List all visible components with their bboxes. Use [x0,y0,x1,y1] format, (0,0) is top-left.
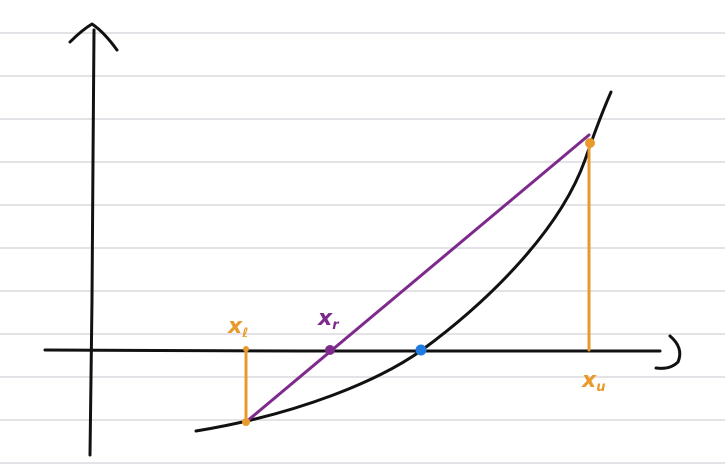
upper-curve-point [585,138,595,148]
y-axis-arrow-icon [68,22,119,52]
lower-curve-point [242,418,250,426]
y-axis-line [88,28,96,457]
function-curve [194,90,613,433]
label-x-root: xr [317,306,340,333]
ruled-paper-lines [0,32,725,464]
x-axis-line [43,348,662,353]
true-root-point [415,344,427,356]
x-axis [43,334,682,370]
y-axis [68,22,119,457]
x-axis-arrow-icon [654,334,682,370]
false-position-point [325,345,335,355]
label-x-upper: xu [581,368,605,395]
lower-axis-point [243,346,249,352]
secant-chord [244,133,591,424]
label-x-lower: xℓ [227,314,248,341]
